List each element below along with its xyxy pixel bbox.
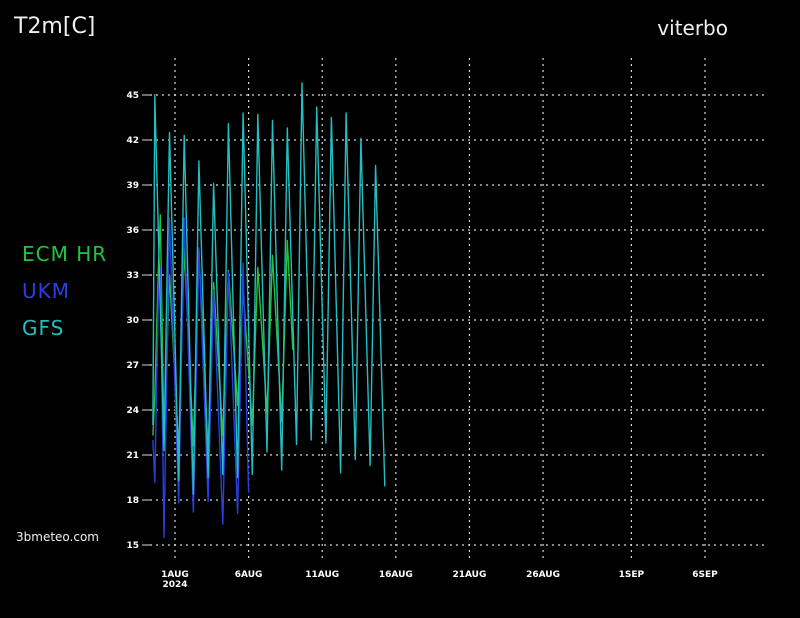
x-tick-label: 11AUG <box>305 570 339 580</box>
legend-ecm-hr: ECM HR <box>22 242 108 266</box>
y-tick-label: 15 <box>126 541 139 551</box>
x-tick-label: 16AUG <box>379 570 413 580</box>
y-tick-label: 39 <box>126 181 139 191</box>
y-tick-label: 42 <box>126 136 139 146</box>
x-tick-label: 26AUG <box>526 570 560 580</box>
x-tick-label: 21AUG <box>452 570 486 580</box>
y-tick-label: 36 <box>126 226 139 236</box>
y-tick-label: 21 <box>126 451 139 461</box>
x-tick-label: 1AUG <box>161 570 189 580</box>
legend-gfs: GFS <box>22 316 65 340</box>
legend-ukm: UKM <box>22 279 71 303</box>
x-tick-label: 6AUG <box>235 570 263 580</box>
series-line-gfs <box>152 82 386 495</box>
chart-title: T2m[C] <box>14 14 96 39</box>
location-label: viterbo <box>657 16 728 40</box>
x-tick-label: 1SEP <box>619 570 645 580</box>
source-credit: 3bmeteo.com <box>16 530 99 544</box>
series <box>152 82 386 539</box>
y-tick-label: 30 <box>126 316 139 326</box>
x-tick-label: 6SEP <box>692 570 718 580</box>
x-tick-year-label: 2024 <box>162 580 187 590</box>
y-tick-label: 18 <box>126 496 139 506</box>
y-tick-label: 33 <box>126 271 139 281</box>
y-tick-label: 45 <box>126 91 139 101</box>
y-tick-label: 27 <box>126 361 139 371</box>
y-tick-label: 24 <box>126 406 139 416</box>
